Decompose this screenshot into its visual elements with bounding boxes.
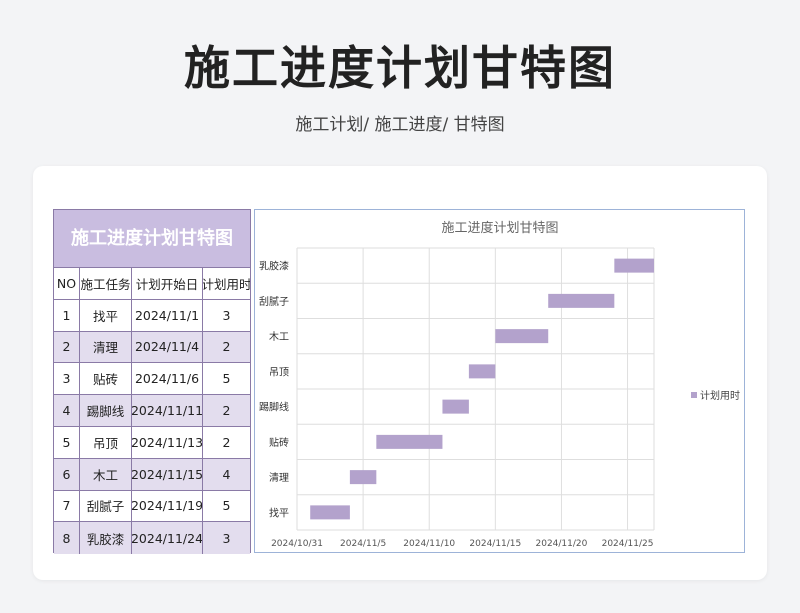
page-title: 施工进度计划甘特图 — [184, 41, 616, 95]
gantt-bar — [468, 364, 496, 379]
row-duration: 5 — [222, 498, 231, 514]
y-tick-label: 清理 — [269, 471, 289, 484]
table-header-row: NO 施工任务 计划开始日 计划用时 — [54, 268, 250, 300]
y-tick-label: 刮腻子 — [259, 295, 289, 308]
row-duration: 5 — [222, 371, 231, 387]
y-tick-label: 找平 — [269, 506, 289, 519]
row-no: 8 — [54, 522, 80, 555]
row-task: 吊顶 — [80, 426, 132, 458]
row-duration: 3 — [222, 530, 231, 546]
gantt-bar — [614, 258, 654, 273]
x-tick-label: 2024/11/10 — [403, 539, 455, 549]
y-tick-label: 木工 — [269, 331, 289, 343]
row-task: 踢脚线 — [80, 395, 132, 426]
x-tick-label: 2024/11/5 — [340, 539, 386, 549]
gantt-bar — [310, 505, 350, 520]
x-tick-label: 2024/11/25 — [602, 539, 654, 549]
schedule-table: 施工进度计划甘特图 NO 施工任务 计划开始日 计划用时 1 找平 2024/11/… — [53, 209, 251, 555]
table-row: 4 踢脚线 2024/11/11 2 — [54, 395, 250, 427]
row-task: 刮腻子 — [80, 490, 132, 522]
row-no: 2 — [54, 331, 80, 363]
row-start: 2024/11/1 — [132, 299, 203, 331]
row-start: 2024/11/13 — [132, 426, 203, 458]
header-no: NO — [54, 268, 80, 299]
gantt-chart: 施工进度计划甘特图 2024/10/31 2024/11/5 2024/11/10 20… — [254, 209, 745, 553]
row-start: 2024/11/11 — [132, 395, 203, 426]
table-row: 5 吊顶 2024/11/13 2 — [54, 426, 250, 459]
row-duration: 2 — [222, 434, 231, 450]
gantt-bar — [442, 399, 469, 414]
row-no: 1 — [54, 299, 80, 331]
table-row: 1 找平 2024/11/1 3 — [54, 299, 250, 332]
row-task: 木工 — [80, 458, 132, 490]
row-no: 7 — [54, 490, 80, 522]
gantt-svg: 施工进度计划甘特图 2024/10/31 2024/11/5 2024/11/10 20… — [259, 220, 740, 549]
y-tick-label: 乳胶漆 — [259, 260, 289, 273]
x-tick-label: 2024/11/20 — [536, 539, 588, 549]
table-title: 施工进度计划甘特图 — [54, 210, 250, 268]
table-row: 7 刮腻子 2024/11/19 5 — [54, 490, 250, 523]
x-tick-label: 2024/11/15 — [469, 539, 521, 549]
header-task: 施工任务 — [80, 268, 132, 299]
row-task: 贴砖 — [80, 363, 132, 395]
row-task: 找平 — [80, 299, 132, 331]
row-task: 清理 — [80, 331, 132, 363]
row-no: 5 — [54, 426, 80, 458]
header-duration: 计划用时 — [203, 276, 250, 292]
gantt-bar — [548, 293, 615, 308]
header-start: 计划开始日 — [132, 268, 203, 299]
row-no: 6 — [54, 458, 80, 490]
row-start: 2024/11/4 — [132, 331, 203, 363]
row-start: 2024/11/6 — [132, 363, 203, 395]
legend-label: 计划用时 — [700, 389, 740, 402]
row-duration: 3 — [222, 307, 231, 323]
table-row: 2 清理 2024/11/4 2 — [54, 331, 250, 364]
y-tick-label: 吊顶 — [269, 366, 289, 378]
row-start: 2024/11/19 — [132, 490, 203, 522]
row-duration: 4 — [222, 466, 231, 482]
y-tick-label: 踢脚线 — [259, 401, 289, 414]
row-start: 2024/11/15 — [132, 458, 203, 490]
gantt-bar — [376, 434, 443, 449]
row-no: 3 — [54, 363, 80, 395]
row-no: 4 — [54, 395, 80, 426]
legend-swatch — [691, 392, 697, 398]
row-duration: 2 — [222, 339, 231, 355]
breadcrumb: 施工计划/ 施工进度/ 甘特图 — [295, 115, 505, 135]
gantt-bar — [349, 470, 377, 485]
row-duration: 2 — [222, 403, 231, 419]
chart-title: 施工进度计划甘特图 — [441, 220, 558, 236]
table-row: 6 木工 2024/11/15 4 — [54, 458, 250, 491]
row-task: 乳胶漆 — [80, 522, 132, 555]
x-tick-label: 2024/10/31 — [271, 539, 323, 549]
y-tick-label: 贴砖 — [269, 436, 289, 449]
row-start: 2024/11/24 — [132, 522, 203, 555]
table-row: 3 贴砖 2024/11/6 5 — [54, 363, 250, 396]
table-row: 8 乳胶漆 2024/11/24 3 — [54, 522, 250, 555]
gantt-bar — [495, 329, 549, 344]
